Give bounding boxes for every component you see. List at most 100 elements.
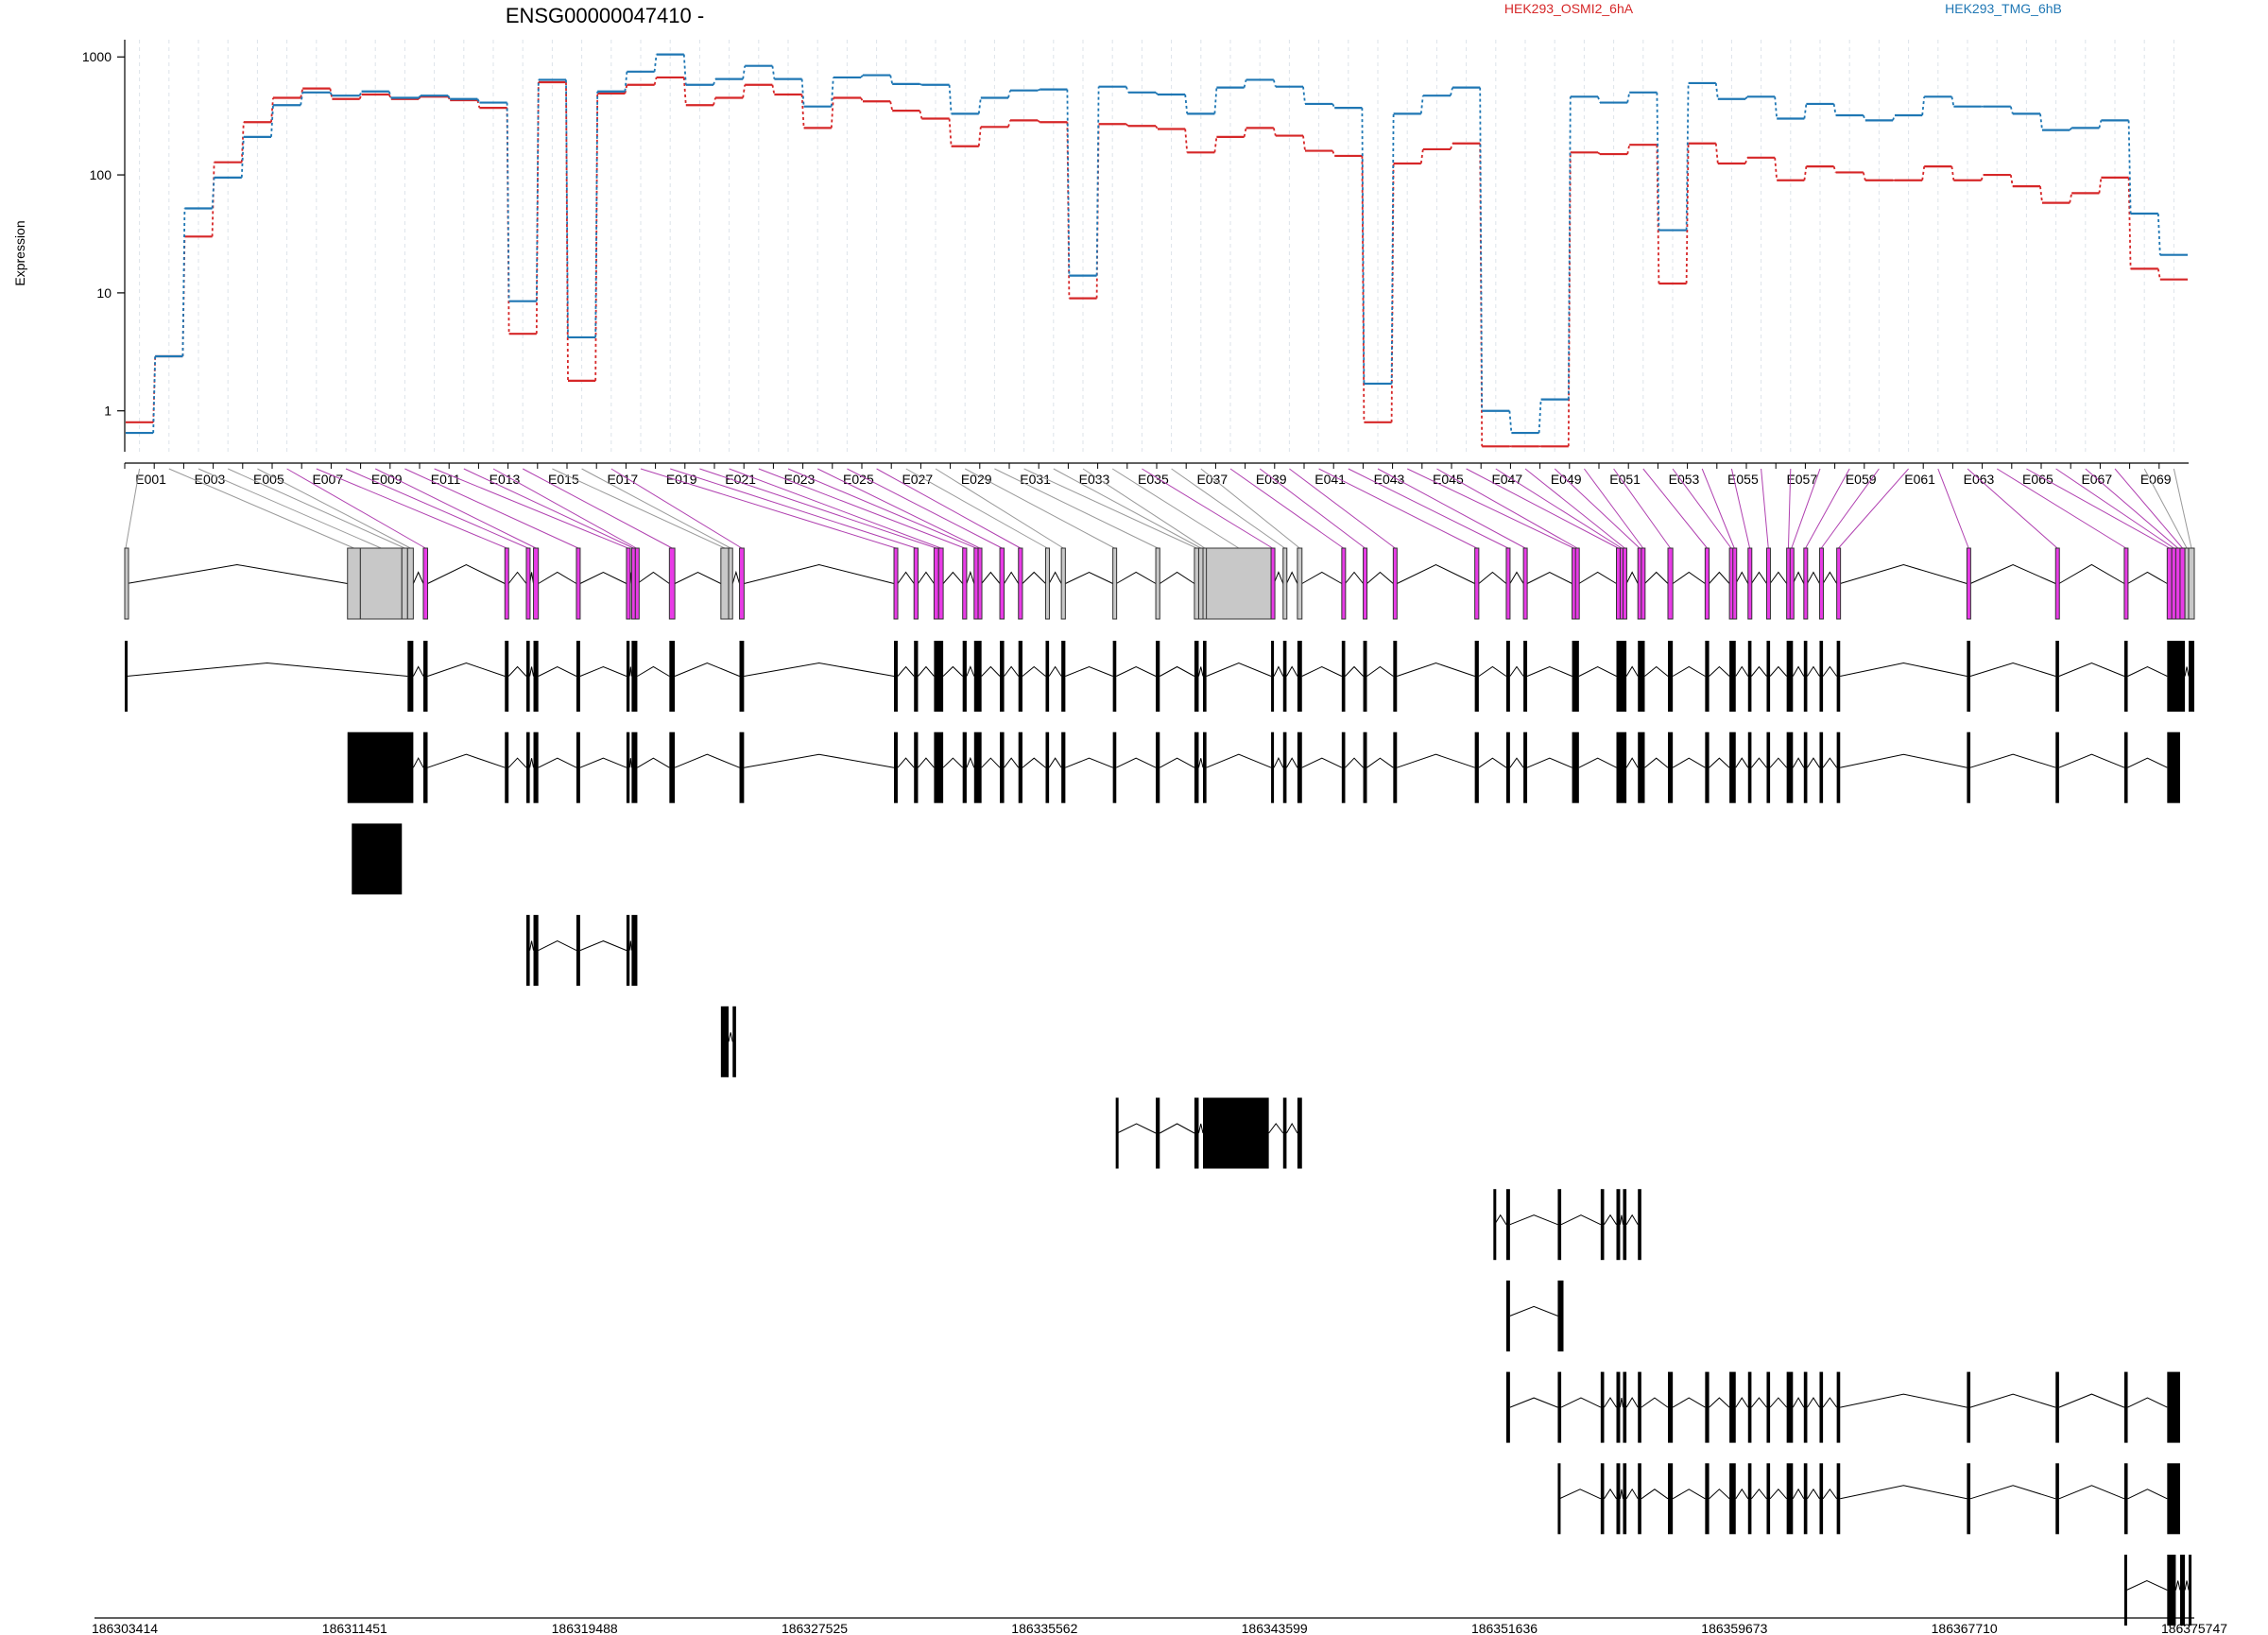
transcript-intron	[1751, 1489, 1767, 1500]
exon-bin	[2171, 547, 2176, 620]
connector-line	[227, 468, 405, 549]
transcript-exon	[1363, 641, 1367, 712]
transcript-exon	[2055, 731, 2059, 803]
transcript-exon	[2167, 641, 2186, 712]
intron-line	[674, 571, 722, 584]
intron-line	[538, 571, 577, 584]
transcript-exon	[2123, 1555, 2127, 1626]
transcript-intron	[1345, 665, 1364, 677]
series-jump	[1007, 120, 1011, 128]
transcript-intron	[1641, 1397, 1669, 1408]
exon-bin	[1765, 547, 1771, 620]
connector-line	[816, 468, 981, 549]
series-jump	[860, 74, 864, 78]
series-jump	[2156, 268, 2161, 280]
series-jump	[653, 54, 658, 72]
transcript-exon	[739, 641, 745, 712]
transcript-exon	[973, 731, 982, 803]
transcript-intron	[1397, 753, 1475, 768]
transcript	[1505, 1280, 1564, 1351]
transcript-intron	[1065, 665, 1113, 677]
connector-line	[1524, 468, 1625, 549]
exon-bin	[1803, 547, 1809, 620]
transcript-intron	[1769, 1397, 1788, 1408]
genomic-tick-label: 186351636	[1471, 1621, 1538, 1635]
series-jump	[1243, 79, 1247, 88]
transcript-exon	[1819, 1463, 1824, 1535]
transcript-intron	[1366, 757, 1394, 768]
transcript-exon	[1747, 1371, 1752, 1443]
transcript-exon	[2167, 1555, 2176, 1626]
transcript-exon	[1505, 1189, 1510, 1261]
connector-line	[787, 468, 977, 549]
connector-line	[1377, 468, 1526, 549]
bin-label: E023	[784, 472, 816, 487]
intron-line	[1672, 571, 1706, 584]
transcript-exon	[1341, 731, 1346, 803]
series-jump	[2156, 213, 2161, 255]
transcript-exon	[1819, 731, 1824, 803]
transcript-intron	[529, 758, 535, 768]
bin-gridlines	[139, 40, 2174, 452]
transcript-intron	[529, 940, 535, 951]
transcript-exon	[1194, 641, 1199, 712]
bin-label: E013	[490, 472, 521, 487]
transcript-intron	[1735, 1397, 1749, 1408]
transcript-intron	[1672, 1397, 1706, 1408]
series-jump	[713, 97, 716, 106]
connector-line	[1730, 468, 1751, 549]
transcript-intron	[1116, 665, 1157, 677]
transcript-intron	[1969, 662, 2056, 677]
transcript-exon	[1803, 1463, 1808, 1535]
connector-line	[905, 468, 1048, 549]
transcript-exon	[505, 641, 509, 712]
series-jump	[2009, 174, 2014, 187]
transcript-exon	[669, 641, 676, 712]
transcript-intron	[1792, 1488, 1805, 1500]
transcript-exon	[1616, 1371, 1621, 1443]
transcript-exon	[1623, 1463, 1627, 1535]
transcript-exon	[1393, 641, 1398, 712]
connector-line	[2114, 468, 2183, 549]
connector-line	[345, 468, 528, 549]
exon-bin	[1474, 547, 1480, 620]
connector-line	[729, 468, 941, 549]
transcript-exon	[1505, 1371, 1510, 1443]
transcript-exon	[1271, 641, 1275, 712]
transcript-exon	[1616, 731, 1627, 803]
transcript-intron	[1619, 1489, 1624, 1499]
transcript-exon	[1557, 1371, 1562, 1443]
transcript-intron	[1273, 757, 1284, 768]
connector-line	[257, 468, 411, 549]
connector-line	[1761, 468, 1769, 549]
series-jump	[1832, 103, 1837, 116]
series-jump	[771, 84, 776, 95]
exon-bin	[1392, 547, 1398, 620]
transcript-exon	[1297, 731, 1302, 803]
transcript-intron	[1672, 1489, 1706, 1500]
transcript-exon	[1557, 1280, 1564, 1351]
connector-line	[1937, 468, 1969, 549]
series-jump	[948, 84, 953, 114]
transcript-exon	[1836, 641, 1841, 712]
series-jump	[742, 84, 747, 98]
transcript-exon	[525, 641, 530, 712]
connector-line	[935, 468, 1064, 549]
exon-bin	[422, 547, 429, 620]
transcript-exon	[2055, 1371, 2059, 1443]
transcript-exon	[2123, 1371, 2128, 1443]
transcript	[1557, 1463, 2180, 1535]
intron-line	[126, 563, 348, 584]
series-jump	[152, 355, 157, 422]
connector-line	[1200, 468, 1300, 549]
bin-label: E039	[1256, 472, 1287, 487]
bin-label: E005	[253, 472, 284, 487]
transcript-intron	[1625, 1397, 1639, 1408]
exon-bin	[626, 547, 631, 620]
intron-line	[1022, 571, 1046, 584]
exon-bin	[1363, 547, 1368, 620]
transcript-exon	[1803, 641, 1808, 712]
series-jump	[1066, 89, 1071, 276]
intron-line	[1345, 571, 1364, 584]
